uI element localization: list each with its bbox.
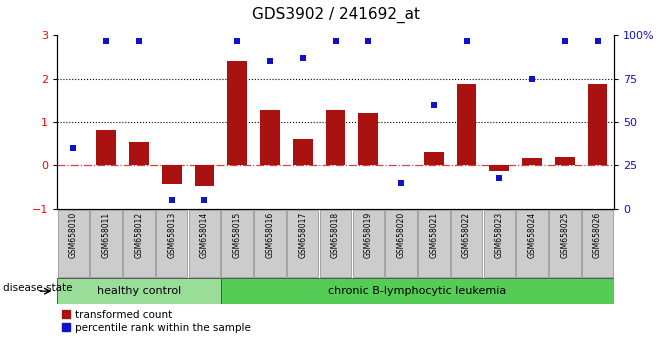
Point [363, 38, 374, 44]
Point [494, 175, 505, 181]
Text: GSM658015: GSM658015 [233, 212, 242, 258]
Text: GDS3902 / 241692_at: GDS3902 / 241692_at [252, 7, 419, 23]
Bar [582, 210, 613, 277]
Bar [287, 210, 319, 277]
Bar [457, 84, 476, 165]
Text: disease state: disease state [3, 282, 73, 293]
Bar [260, 110, 280, 165]
Point [232, 38, 243, 44]
Point [101, 38, 111, 44]
Bar [489, 165, 509, 171]
Bar [91, 210, 122, 277]
Bar [129, 142, 149, 165]
Bar [517, 210, 548, 277]
Bar [156, 210, 187, 277]
Point [330, 38, 341, 44]
Text: GSM658016: GSM658016 [266, 212, 274, 258]
Bar [418, 210, 450, 277]
Bar [588, 84, 607, 165]
Text: GSM658020: GSM658020 [397, 212, 405, 258]
Text: GSM658010: GSM658010 [69, 212, 78, 258]
Point [592, 38, 603, 44]
Bar [293, 139, 313, 165]
Legend: transformed count, percentile rank within the sample: transformed count, percentile rank withi… [62, 310, 250, 333]
Point [527, 76, 537, 81]
Bar [58, 210, 89, 277]
Text: GSM658023: GSM658023 [495, 212, 504, 258]
Text: GSM658024: GSM658024 [527, 212, 537, 258]
Point [396, 180, 407, 185]
Bar [325, 110, 346, 165]
Bar [555, 157, 574, 165]
Point [560, 38, 570, 44]
Text: healthy control: healthy control [97, 286, 181, 296]
Bar [352, 210, 384, 277]
Text: GSM658022: GSM658022 [462, 212, 471, 258]
Text: GSM658021: GSM658021 [429, 212, 438, 258]
Point [297, 55, 308, 61]
Bar [385, 210, 417, 277]
Bar [227, 61, 247, 165]
Text: chronic B-lymphocytic leukemia: chronic B-lymphocytic leukemia [328, 286, 507, 296]
Bar [522, 158, 542, 165]
Bar [484, 210, 515, 277]
Point [134, 38, 144, 44]
Text: GSM658019: GSM658019 [364, 212, 373, 258]
Text: GSM658011: GSM658011 [102, 212, 111, 258]
Text: GSM658018: GSM658018 [331, 212, 340, 258]
Bar [97, 130, 116, 165]
Text: GSM658026: GSM658026 [593, 212, 602, 258]
Text: GSM658017: GSM658017 [298, 212, 307, 258]
Bar [221, 210, 253, 277]
Point [166, 197, 177, 203]
Text: GSM658014: GSM658014 [200, 212, 209, 258]
Bar [451, 210, 482, 277]
Bar [358, 113, 378, 165]
Bar [195, 165, 214, 186]
Point [199, 197, 210, 203]
Point [264, 58, 275, 64]
Text: GSM658012: GSM658012 [134, 212, 144, 258]
Bar [549, 210, 580, 277]
Point [68, 145, 79, 151]
Bar [320, 210, 351, 277]
Bar [57, 278, 221, 304]
Bar [424, 152, 444, 165]
Bar [254, 210, 286, 277]
Bar [221, 278, 614, 304]
Text: GSM658025: GSM658025 [560, 212, 569, 258]
Point [461, 38, 472, 44]
Bar [123, 210, 154, 277]
Bar [162, 165, 182, 184]
Point [428, 102, 439, 108]
Bar [189, 210, 220, 277]
Text: GSM658013: GSM658013 [167, 212, 176, 258]
